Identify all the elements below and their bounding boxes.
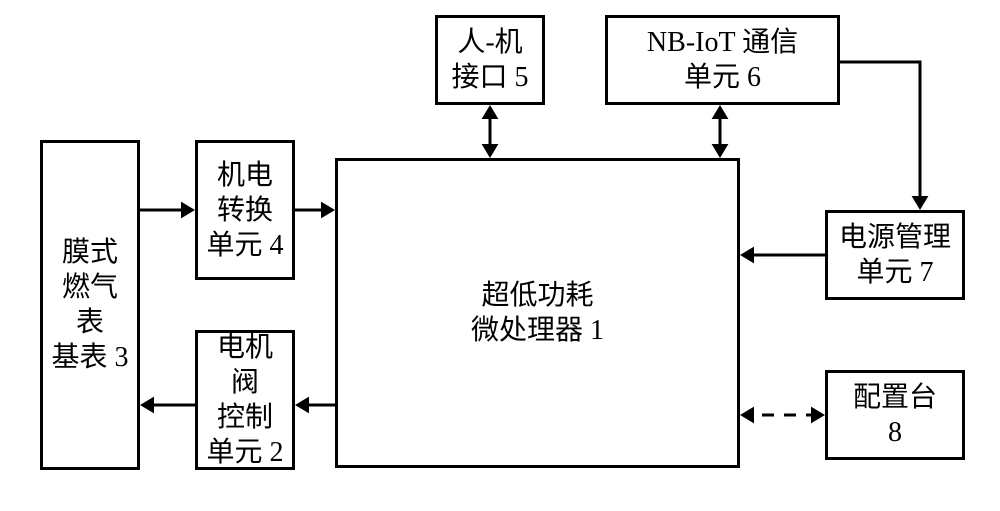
node-gas-meter: 膜式燃气表基表 3 bbox=[40, 140, 140, 470]
diagram-canvas: 超低功耗微处理器 1 电机阀控制单元 2 膜式燃气表基表 3 机电转换单元 4 … bbox=[0, 0, 1000, 511]
node-label: 超低功耗微处理器 1 bbox=[471, 278, 604, 348]
node-converter: 机电转换单元 4 bbox=[195, 140, 295, 280]
node-label: 机电转换单元 4 bbox=[206, 158, 283, 263]
node-valve-ctrl: 电机阀控制单元 2 bbox=[195, 330, 295, 470]
node-label: 电源管理单元 7 bbox=[839, 220, 951, 290]
node-label: 膜式燃气表基表 3 bbox=[49, 235, 131, 375]
node-processor: 超低功耗微处理器 1 bbox=[335, 158, 740, 468]
node-label: 人-机接口 5 bbox=[451, 25, 528, 95]
node-label: NB-IoT 通信单元 6 bbox=[647, 25, 798, 95]
node-nbiot: NB-IoT 通信单元 6 bbox=[605, 15, 840, 105]
node-power: 电源管理单元 7 bbox=[825, 210, 965, 300]
node-config: 配置台8 bbox=[825, 370, 965, 460]
node-label: 电机阀控制单元 2 bbox=[204, 330, 286, 470]
node-label: 配置台8 bbox=[853, 380, 937, 450]
node-hmi: 人-机接口 5 bbox=[435, 15, 545, 105]
